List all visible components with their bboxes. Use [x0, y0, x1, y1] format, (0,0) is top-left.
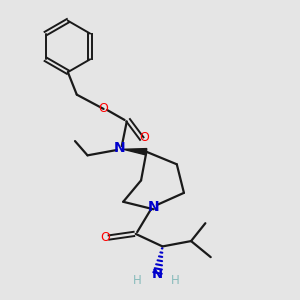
Text: O: O [140, 131, 150, 144]
Text: N: N [114, 141, 125, 155]
Text: N: N [152, 268, 163, 281]
Text: O: O [99, 102, 109, 116]
Text: H: H [171, 274, 179, 287]
Text: H: H [133, 274, 142, 287]
Text: N: N [148, 200, 159, 214]
Polygon shape [123, 148, 147, 155]
Text: O: O [100, 231, 110, 244]
